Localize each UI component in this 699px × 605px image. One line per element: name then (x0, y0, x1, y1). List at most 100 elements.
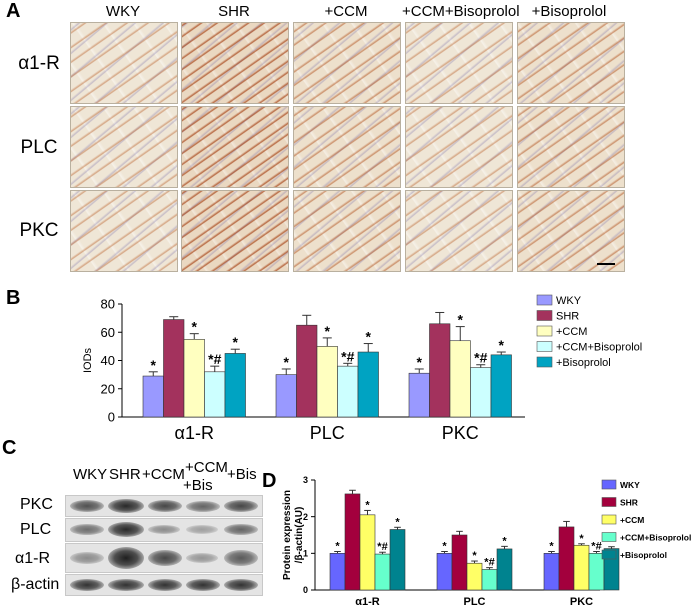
legend-swatch (601, 497, 617, 507)
histology-row-label: α1-R (18, 53, 60, 74)
histology-col-label: SHR (218, 3, 250, 20)
y-tick-label: 80 (101, 297, 115, 312)
significance-mark: * (192, 319, 198, 335)
bar (573, 544, 590, 591)
histology-col-label: +CCM (324, 3, 368, 20)
bar (224, 353, 246, 418)
significance-mark: * (499, 337, 505, 353)
blot-row-label: β-actin (11, 576, 60, 593)
bar (481, 569, 498, 591)
significance-mark: * (442, 541, 447, 553)
legend-swatch (536, 341, 553, 352)
x-category-label: PKC (442, 423, 479, 440)
y-tick-label: 1 (303, 548, 308, 558)
blot-lane-label: +CCM (142, 466, 185, 483)
legend-swatch (601, 549, 617, 560)
significance-mark: * (458, 312, 464, 328)
blot-row-label: α1-R (15, 550, 51, 567)
micrograph-shr-pkc (181, 190, 289, 272)
legend-swatch (536, 310, 553, 321)
panel-letter-b: B (6, 287, 21, 309)
histology-row-label: PLC (20, 137, 58, 158)
blot-strip-alpha1r (65, 543, 263, 573)
significance-mark: * (549, 541, 554, 553)
significance-mark: * (284, 354, 290, 370)
bar (543, 553, 560, 591)
chart-b-iods: 0 20 40 60 80 IODs * * *# * α1-R * * *# * PLC * * *# * PKC WK… (82, 294, 642, 440)
bar (374, 553, 391, 591)
legend-label: SHR (620, 498, 638, 508)
legend-label: +CCM+Bisoprolol (620, 533, 691, 543)
significance-mark: * (325, 323, 331, 339)
significance-mark: * (335, 541, 340, 553)
histology-col-label: +CCM+Bisoprolol (402, 3, 520, 20)
significance-mark: * (395, 516, 400, 528)
significance-mark: *# (484, 557, 494, 569)
bar (183, 339, 205, 418)
blot-strip-plc (65, 518, 263, 542)
legend-label: +Bisoprolol (556, 357, 611, 369)
x-category-label: PLC (310, 423, 345, 440)
blot-lane-label: WKY (73, 466, 108, 483)
significance-mark: *# (591, 541, 601, 553)
legend-swatch (536, 325, 553, 337)
bar (296, 324, 318, 418)
legend-label: SHR (556, 311, 579, 323)
y-tick-label: 20 (101, 381, 115, 396)
blot-lane-label: +Bis (183, 477, 213, 494)
micrograph-ccm-bisoprolol-pkc (405, 190, 513, 272)
x-category-label: α1-R (355, 596, 380, 605)
legend-label: WKY (620, 480, 640, 490)
bar (163, 319, 185, 418)
significance-mark: *# (208, 351, 221, 367)
panel-letter-d: D (262, 470, 277, 492)
bar (142, 375, 164, 418)
significance-mark: *# (474, 350, 487, 366)
legend-swatch (536, 294, 553, 306)
legend-label: +CCM (620, 515, 644, 525)
histology-col-label: WKY (105, 3, 141, 20)
y-tick-label: 60 (101, 325, 115, 340)
blot-row-label: PKC (20, 496, 53, 513)
legend-label: +CCM+Bisoprolol (556, 342, 642, 354)
micrograph-bisoprolol-pkc (517, 190, 625, 272)
bar (449, 340, 471, 418)
bar (204, 371, 226, 418)
bar (344, 493, 361, 591)
panel-letter-a: A (6, 0, 21, 22)
bar (490, 354, 512, 418)
y-tick-label: 2 (303, 512, 308, 522)
significance-mark: * (365, 499, 370, 511)
micrograph-ccm-alpha1r (293, 22, 401, 104)
bar (466, 562, 483, 591)
legend-swatch (536, 356, 553, 368)
histology-col-label: +Bisoprolol (531, 3, 607, 20)
blot-lane-label: +Bis (227, 466, 257, 483)
bar (558, 526, 575, 591)
panel-letter-c: C (2, 437, 17, 459)
significance-mark: *# (341, 348, 354, 364)
significance-mark: *# (377, 541, 387, 553)
significance-mark: * (502, 535, 507, 547)
micrograph-ccm-plc (293, 106, 401, 188)
blot-strip-pkc (65, 495, 263, 517)
micrograph-wky-plc (70, 106, 178, 188)
bar (389, 529, 406, 591)
micrograph-wky-alpha1r (70, 22, 178, 104)
bar (359, 514, 376, 591)
micrograph-bisoprolol-plc (517, 106, 625, 188)
bar (408, 372, 430, 418)
significance-mark: * (151, 357, 157, 373)
blot-lane-label: +CCM (185, 459, 228, 476)
legend-label: WKY (556, 295, 582, 307)
micrograph-ccm-bisoprolol-plc (405, 106, 513, 188)
micrograph-ccm-pkc (293, 190, 401, 272)
legend-swatch (601, 479, 617, 490)
bar (275, 374, 297, 418)
micrograph-wky-pkc (70, 190, 178, 272)
y-axis-label: Protein expression (282, 490, 293, 580)
legend-label: +Bisoprolol (620, 550, 667, 560)
significance-mark: * (233, 334, 239, 350)
x-category-label: PKC (570, 596, 593, 605)
micrograph-ccm-bisoprolol-alpha1r (405, 22, 513, 104)
